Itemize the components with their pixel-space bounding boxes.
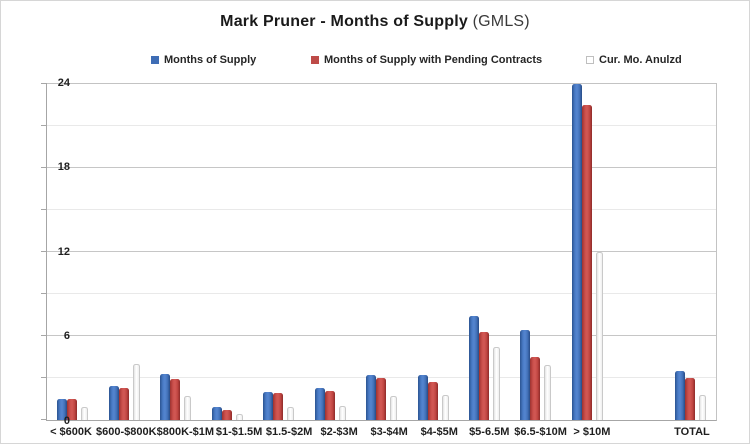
bar-months-of-supply-600k [57, 399, 68, 420]
bar-months-of-supply-with-pending-contracts-5-6-5m [478, 331, 489, 420]
x-axis-label-800k-1m: $800K-$1M [156, 426, 215, 438]
legend-swatch-red-icon [311, 55, 319, 64]
bar-months-of-supply-total [674, 371, 685, 420]
category-slot-800k-1m [150, 84, 201, 420]
bar-cur-mo-anulzd-1-1-5m [235, 414, 243, 420]
bar-months-of-supply-600-800k [108, 386, 119, 420]
y-tick-18 [41, 167, 47, 168]
bar-cur-mo-anulzd-3-4m [390, 396, 398, 420]
gridline-y-9 [47, 293, 716, 294]
y-axis-label-18: 18 [57, 161, 70, 173]
category-slot-4-5m [407, 84, 458, 420]
y-tick-0 [41, 419, 47, 420]
legend-label: Cur. Mo. Anulzd [599, 53, 682, 66]
bar-cur-mo-anulzd-600k [81, 407, 89, 420]
gridline-y-12 [47, 251, 716, 252]
bar-months-of-supply-with-pending-contracts-10m [581, 105, 592, 420]
y-tick-3 [41, 377, 47, 378]
bar-months-of-supply-with-pending-contracts-total [684, 378, 695, 420]
x-axis-label-empty [617, 426, 667, 440]
x-axis-label-1-1-5m: $1-$1.5M [215, 426, 263, 438]
legend-swatch-blue-icon [151, 55, 159, 64]
x-axis-label-4-5m: $4-$5M [420, 426, 458, 438]
bar-cur-mo-anulzd-600-800k [132, 364, 140, 420]
bar-months-of-supply-with-pending-contracts-600k [67, 399, 78, 420]
x-axis-label-3-4m: $3-$4M [370, 426, 408, 438]
chart-title-main: Mark Pruner - Months of Supply [220, 13, 468, 30]
x-axis-label-1-5-2m: $1.5-$2M [265, 426, 313, 438]
category-slot-600k [47, 84, 98, 420]
legend-item-cur-mo-anulzd: Cur. Mo. Anulzd [586, 53, 682, 66]
category-slot-1-5-2m [253, 84, 304, 420]
y-tick-24 [41, 83, 47, 84]
bar-months-of-supply-2-3m [314, 387, 325, 420]
bar-months-of-supply-with-pending-contracts-1-5-2m [273, 393, 284, 420]
y-tick-21 [41, 125, 47, 126]
x-axis-label-total: TOTAL [674, 426, 710, 438]
bar-months-of-supply-with-pending-contracts-6-5-10m [530, 357, 541, 420]
y-tick-9 [41, 293, 47, 294]
bar-cur-mo-anulzd-4-5m [441, 394, 449, 420]
bar-months-of-supply-5-6-5m [468, 316, 479, 420]
bar-slots [47, 84, 716, 420]
legend-label: Months of Supply [164, 53, 257, 66]
plot-area [41, 83, 717, 421]
bar-cur-mo-anulzd-800k-1m [184, 396, 192, 420]
y-axis-label-12: 12 [57, 245, 70, 258]
bar-months-of-supply-3-4m [366, 375, 377, 420]
x-axis-label-2-3m: $2-$3M [320, 426, 358, 438]
y-tick-6 [41, 335, 47, 336]
x-axis-label-6-5-10m: $6.5-$10M [514, 426, 567, 438]
bar-months-of-supply-10m [571, 84, 582, 420]
chart-title: Mark Pruner - Months of Supply (GMLS) [1, 13, 749, 31]
category-slot-1-1-5m [201, 84, 252, 420]
bar-cur-mo-anulzd-10m [595, 252, 603, 420]
bar-months-of-supply-with-pending-contracts-3-4m [376, 378, 387, 420]
bar-months-of-supply-with-pending-contracts-600-800k [118, 387, 129, 420]
bar-months-of-supply-with-pending-contracts-1-1-5m [221, 410, 232, 420]
bar-cur-mo-anulzd-total [698, 394, 706, 420]
legend-item-months-of-supply-pending: Months of Supply with Pending Contracts [311, 53, 542, 66]
x-axis-label-600-800k: $600-$800K [96, 426, 157, 438]
y-tick-12 [41, 251, 47, 252]
bar-months-of-supply-with-pending-contracts-800k-1m [170, 379, 181, 420]
bar-months-of-supply-4-5m [417, 375, 428, 420]
legend-item-months-of-supply: Months of Supply [151, 53, 256, 66]
y-axis-label-24: 24 [57, 76, 70, 89]
gridline-y-18 [47, 167, 716, 168]
x-axis-label-10m: > $10M [573, 426, 611, 438]
bar-cur-mo-anulzd-1-5-2m [287, 407, 295, 420]
y-tick-15 [41, 209, 47, 210]
bar-months-of-supply-6-5-10m [520, 330, 531, 420]
category-slot-3-4m [356, 84, 407, 420]
bar-months-of-supply-800k-1m [160, 373, 171, 420]
category-slot-empty [613, 84, 664, 420]
x-axis-label-600k: < $600K [50, 426, 92, 438]
bar-cur-mo-anulzd-5-6-5m [492, 347, 500, 420]
chart-title-suffix: (GMLS) [472, 13, 530, 30]
y-axis-label-0: 0 [63, 414, 70, 427]
legend-swatch-white-icon [586, 55, 594, 64]
category-slot-6-5-10m [510, 84, 561, 420]
bar-months-of-supply-with-pending-contracts-2-3m [324, 390, 335, 420]
bar-months-of-supply-1-1-5m [211, 407, 222, 420]
category-slot-600-800k [98, 84, 149, 420]
bar-months-of-supply-1-5-2m [263, 392, 274, 420]
category-slot-total [665, 84, 716, 420]
category-slot-5-6-5m [459, 84, 510, 420]
category-slot-10m [562, 84, 613, 420]
gridline-y-21 [47, 125, 716, 126]
legend-label: Months of Supply with Pending Contracts [324, 53, 543, 66]
y-axis-label-6: 6 [63, 330, 70, 342]
x-axis-labels: < $600K $600-$800K $800K-$1M $1-$1.5M $1.5-$… [46, 426, 717, 440]
bar-months-of-supply-with-pending-contracts-4-5m [427, 382, 438, 420]
category-slot-2-3m [304, 84, 355, 420]
x-axis-label-5-6-5m: $5-6.5M [469, 426, 510, 438]
bar-cur-mo-anulzd-2-3m [338, 406, 346, 420]
gridline-y-6 [47, 335, 716, 336]
bar-cur-mo-anulzd-6-5-10m [544, 365, 552, 420]
gridline-y-3 [47, 377, 716, 378]
gridline-y-15 [47, 209, 716, 210]
